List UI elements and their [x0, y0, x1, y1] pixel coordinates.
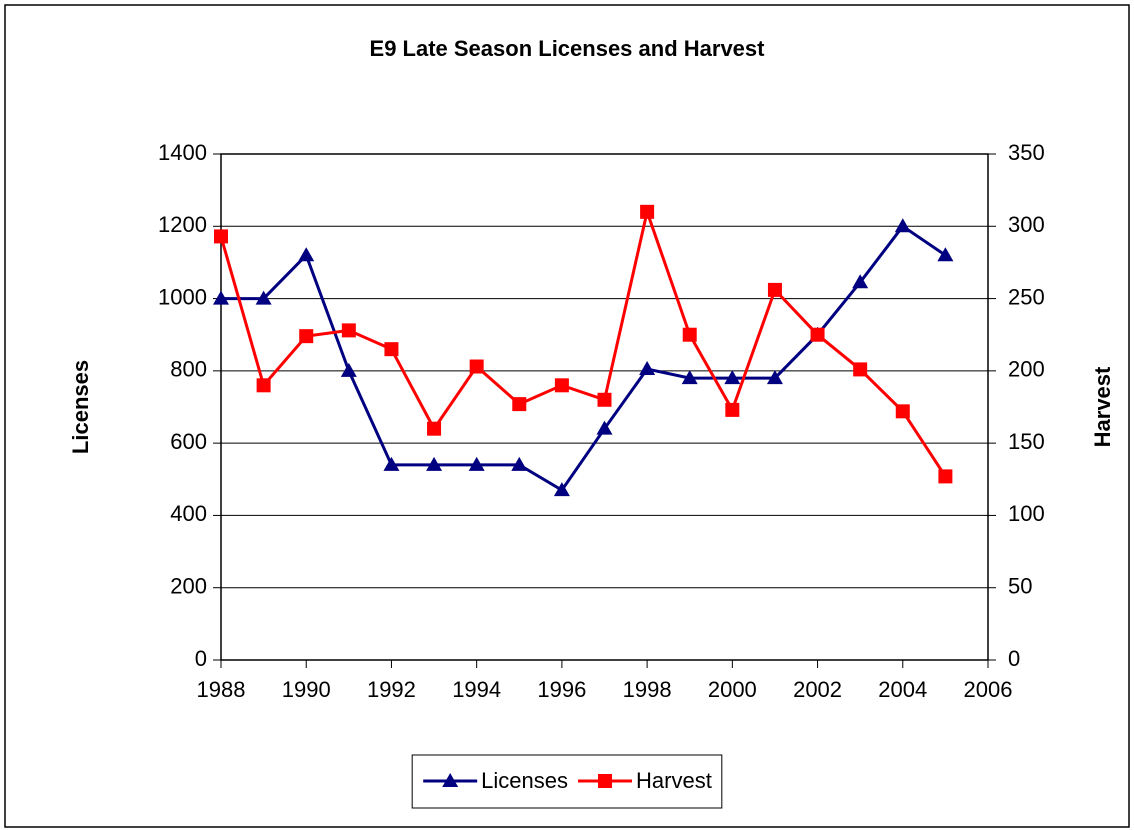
data-point: [213, 290, 229, 305]
chart-title: E9 Late Season Licenses and Harvest: [370, 36, 766, 61]
x-tick-label: 2006: [964, 677, 1013, 702]
data-point: [554, 378, 569, 393]
x-tick-label: 2000: [708, 677, 757, 702]
data-point: [341, 323, 356, 338]
data-point: [383, 456, 400, 471]
y-tick-label: 1200: [158, 212, 207, 237]
x-tick-label: 1990: [282, 677, 331, 702]
x-tick-label: 1996: [537, 677, 586, 702]
data-point: [511, 456, 528, 471]
data-point: [469, 359, 484, 374]
data-point: [895, 404, 910, 419]
y2-tick-label: 300: [1008, 212, 1045, 237]
x-tick-label: 1988: [197, 677, 246, 702]
y-tick-label: 1400: [158, 140, 207, 165]
data-point: [810, 327, 825, 342]
legend-marker: [442, 773, 459, 787]
y-tick-label: 0: [195, 646, 207, 671]
data-point: [426, 456, 443, 471]
x-tick-label: 1998: [623, 677, 672, 702]
legend-marker: [598, 774, 613, 788]
data-point: [852, 274, 869, 289]
data-point: [214, 229, 228, 244]
data-point: [340, 362, 357, 377]
legend-label: Harvest: [636, 768, 712, 793]
y2-tick-label: 0: [1008, 646, 1020, 671]
data-point: [512, 397, 527, 412]
x-tick-label: 1994: [452, 677, 501, 702]
data-point: [639, 361, 656, 376]
data-point: [640, 204, 655, 219]
data-point: [256, 378, 271, 393]
legend: Licenses Harvest: [411, 754, 723, 809]
data-point: [937, 247, 954, 262]
y2-tick-label: 350: [1008, 140, 1045, 165]
y2-tick-label: 100: [1008, 501, 1045, 526]
data-point: [894, 218, 911, 233]
data-point: [299, 329, 314, 344]
series-line: [221, 224, 947, 493]
data-point: [553, 482, 570, 497]
data-point: [682, 327, 697, 342]
x-tick-label: 2002: [793, 677, 842, 702]
y2-tick-label: 200: [1008, 357, 1045, 382]
data-point: [767, 282, 782, 297]
data-point: [938, 469, 953, 484]
data-point: [596, 420, 613, 435]
data-point: [681, 370, 698, 385]
y2-tick-label: 150: [1008, 429, 1045, 454]
y2-axis-title: Harvest: [1090, 366, 1115, 447]
data-point: [468, 456, 485, 471]
y2-tick-label: 250: [1008, 284, 1045, 309]
data-point: [298, 247, 315, 262]
y-axis-title: Licenses: [68, 360, 93, 454]
plot-area: [220, 153, 989, 661]
legend-label: Licenses: [481, 768, 568, 793]
data-point: [255, 290, 272, 305]
series-line: [219, 206, 947, 478]
y-tick-label: 200: [170, 574, 207, 599]
data-point: [724, 370, 741, 385]
data-point: [853, 362, 868, 377]
data-point: [427, 421, 442, 436]
data-point: [725, 402, 740, 417]
data-point: [384, 342, 399, 357]
chart-border: [4, 4, 1130, 828]
x-tick-label: 1992: [367, 677, 416, 702]
x-tick-label: 2004: [878, 677, 927, 702]
y2-tick-label: 50: [1008, 574, 1032, 599]
y-tick-label: 400: [170, 501, 207, 526]
data-point: [766, 370, 783, 385]
data-point: [597, 392, 612, 407]
y-tick-label: 600: [170, 429, 207, 454]
y-tick-label: 1000: [158, 284, 207, 309]
y-tick-label: 800: [170, 357, 207, 382]
